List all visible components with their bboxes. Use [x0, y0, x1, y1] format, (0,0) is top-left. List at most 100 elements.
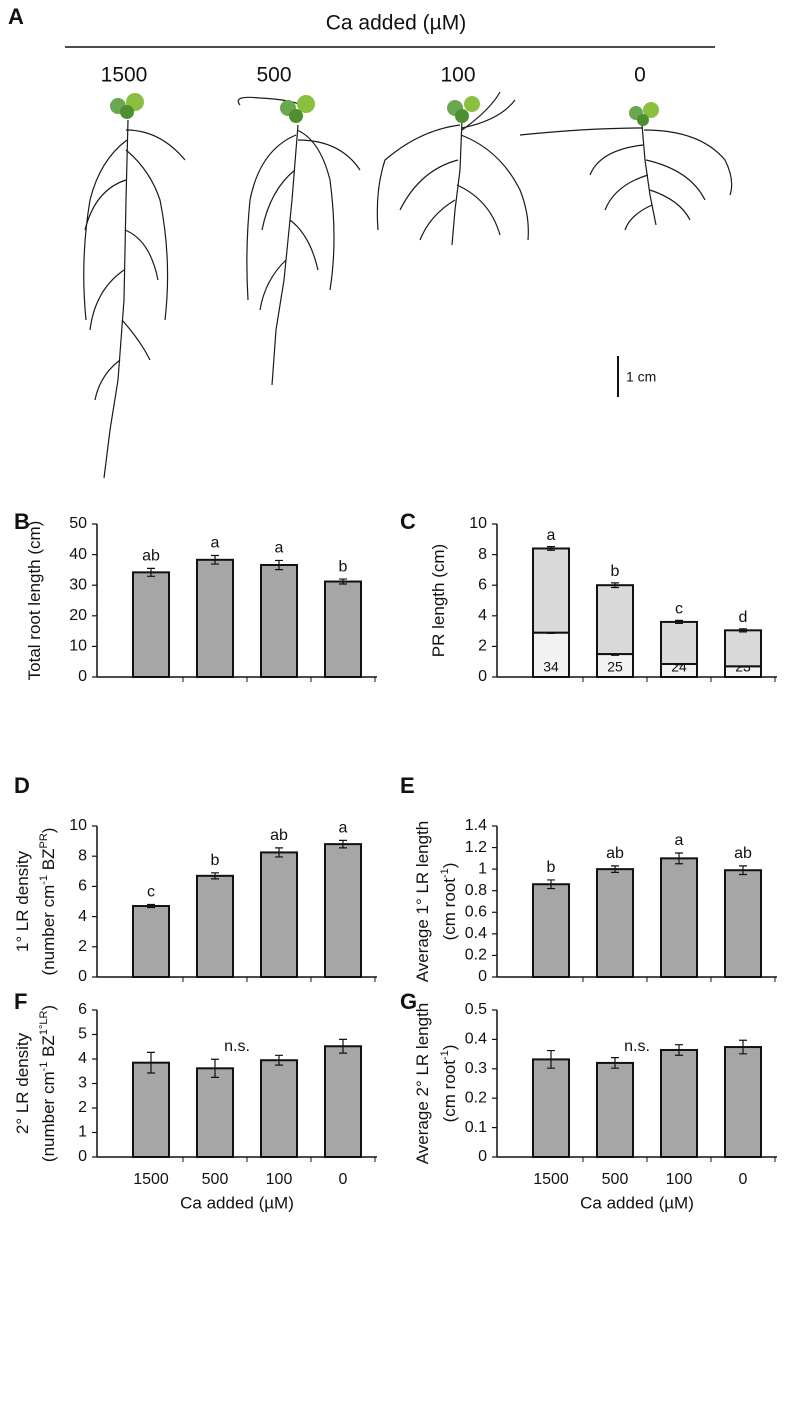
- x-tick-label: 500: [602, 1171, 629, 1188]
- y-tick-label: 0.2: [465, 1089, 487, 1106]
- y-axis-label: (cm root-1​): [439, 1045, 460, 1123]
- bar-segment: [724, 629, 762, 668]
- bar-segment: [660, 620, 698, 665]
- bar: [196, 1067, 234, 1159]
- error-bar: [339, 839, 347, 849]
- percent-label: 34: [543, 659, 559, 675]
- y-axis-label: (number cm-1​ BZ1°LR​): [38, 1005, 59, 1162]
- error-bar: [739, 1039, 747, 1055]
- y-tick-label: 0: [78, 968, 87, 985]
- y-tick-label: 0.3: [465, 1060, 487, 1077]
- significance-letter: ab: [270, 827, 288, 844]
- y-tick-label: 6: [78, 1001, 87, 1018]
- y-axis-label: (cm root-1​): [439, 863, 460, 941]
- y-axis-label-part: (number cm: [39, 885, 58, 976]
- y-tick-label: 2: [478, 638, 487, 655]
- significance-letter: c: [147, 884, 155, 901]
- seedling: [237, 95, 361, 386]
- y-tick-label: 3: [78, 1075, 87, 1092]
- error-bar: [547, 1049, 555, 1069]
- y-axis-label-part: 2° LR density: [13, 1032, 32, 1134]
- y-axis-label-part: 1° LR density: [13, 850, 32, 952]
- significance-letter: a: [675, 832, 684, 849]
- significance-letter: b: [339, 558, 348, 575]
- y-axis-label-sup: PR: [38, 833, 50, 848]
- y-tick-label: 0.4: [465, 1031, 487, 1048]
- y-tick-label: 2: [78, 1099, 87, 1116]
- error-bar: [611, 582, 619, 589]
- error-bar: [339, 1038, 347, 1054]
- bar: [724, 869, 762, 979]
- root-drawings: [83, 91, 733, 479]
- y-tick-label: 10: [69, 817, 87, 834]
- error-bar: [547, 546, 555, 551]
- y-tick-label: 20: [69, 607, 87, 624]
- bar: [132, 905, 170, 979]
- bar: [724, 1046, 762, 1158]
- y-axis-label-part: Total root length (cm): [25, 521, 44, 681]
- y-tick-label: 1: [78, 1124, 87, 1141]
- y-tick-label: 30: [69, 576, 87, 593]
- panel-label: B: [14, 509, 30, 534]
- bar: [260, 564, 298, 679]
- significance-letter: a: [339, 820, 348, 837]
- y-tick-label: 10: [69, 638, 87, 655]
- annotation: n.s.: [224, 1038, 250, 1055]
- significance-letter: d: [739, 609, 748, 626]
- bar: [324, 580, 362, 679]
- significance-letter: a: [275, 540, 284, 557]
- y-axis-label-part: Average 1° LR length: [413, 821, 432, 982]
- y-tick-label: 0.4: [465, 925, 487, 942]
- y-axis-label-part: ): [39, 1005, 58, 1011]
- y-tick-label: 4: [78, 908, 87, 925]
- significance-letter: a: [547, 527, 556, 544]
- significance-letter: ab: [142, 548, 160, 565]
- y-tick-label: 0.5: [465, 1001, 487, 1018]
- y-axis-label: Average 2° LR length: [413, 1003, 432, 1164]
- significance-letter: b: [611, 563, 620, 580]
- y-axis-label-part: ): [440, 1045, 459, 1051]
- y-tick-label: 5: [78, 1026, 87, 1043]
- x-axis-label: Ca added (µM): [580, 1193, 694, 1212]
- y-axis-label-part: ): [440, 863, 459, 869]
- y-axis-label-part: (number cm: [39, 1071, 58, 1162]
- panel-label: D: [14, 773, 30, 798]
- error-bar: [147, 1051, 155, 1074]
- panel-label: G: [400, 989, 417, 1014]
- y-axis-label: PR length (cm): [429, 544, 448, 657]
- x-tick-label: 100: [266, 1171, 293, 1188]
- y-tick-label: 4: [478, 607, 487, 624]
- error-bar: [211, 1058, 219, 1078]
- bar: [196, 558, 234, 678]
- y-tick-label: 0.2: [465, 947, 487, 964]
- x-tick-label: 0: [739, 1171, 748, 1188]
- error-bar: [211, 554, 219, 565]
- significance-letter: b: [211, 852, 220, 869]
- seedling: [519, 102, 733, 231]
- bar: [196, 874, 234, 979]
- y-tick-label: 10: [469, 515, 487, 532]
- panel-label: F: [14, 989, 27, 1014]
- panel-label: C: [400, 509, 416, 534]
- bar: [596, 868, 634, 979]
- bar: [132, 571, 170, 679]
- y-axis-label: 1° LR density: [13, 850, 32, 952]
- bar: [532, 1058, 570, 1158]
- y-axis-label-sup: -1: [439, 1050, 451, 1060]
- x-tick-label: 500: [202, 1171, 229, 1188]
- y-axis-label-part: ): [39, 828, 58, 834]
- y-axis-label-part: PR length (cm): [429, 544, 448, 657]
- x-axis-label: Ca added (µM): [180, 1193, 294, 1212]
- significance-letter: ab: [606, 845, 624, 862]
- y-axis-label-sup: -1: [439, 868, 451, 878]
- y-tick-label: 0.1: [465, 1119, 487, 1136]
- error-bar: [147, 903, 155, 909]
- y-axis-label-part: BZ: [39, 849, 58, 875]
- significance-letter: c: [675, 601, 683, 618]
- x-tick-label: 1500: [133, 1171, 169, 1188]
- y-axis-label-sup: -1: [38, 1062, 50, 1072]
- y-tick-label: 0: [78, 668, 87, 685]
- y-tick-label: 0.6: [465, 904, 487, 921]
- bar: [260, 1059, 298, 1158]
